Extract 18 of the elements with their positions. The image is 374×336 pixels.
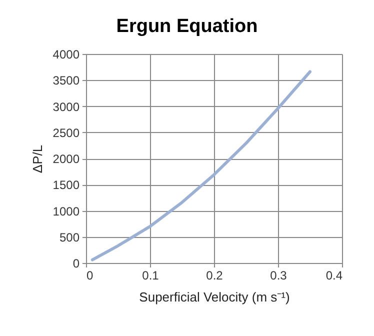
y-tick-label: 3000: [52, 100, 80, 114]
y-tick-label: 1500: [52, 178, 80, 192]
x-axis-title: Superficial Velocity (m s⁻¹): [139, 290, 290, 304]
y-tick-label: 1000: [52, 204, 80, 218]
chart-title: Ergun Equation: [116, 16, 258, 37]
line-series: [90, 70, 312, 262]
y-tick-label: 3500: [52, 74, 80, 88]
x-tick-label: 0.4: [326, 268, 343, 282]
x-tick-label: 0: [86, 268, 94, 282]
x-tick-label: 0.2: [206, 268, 224, 282]
x-tick-label: 0.3: [270, 268, 288, 282]
y-tick-label: 500: [59, 230, 80, 244]
y-tick-label: 4000: [52, 48, 80, 62]
y-tick-label: 2500: [52, 126, 80, 140]
x-tick-label: 0.1: [142, 268, 160, 282]
y-tick-label: 2000: [52, 152, 80, 166]
y-tick-label: 0: [72, 256, 80, 270]
y-axis-title: ΔP/L: [30, 144, 45, 174]
